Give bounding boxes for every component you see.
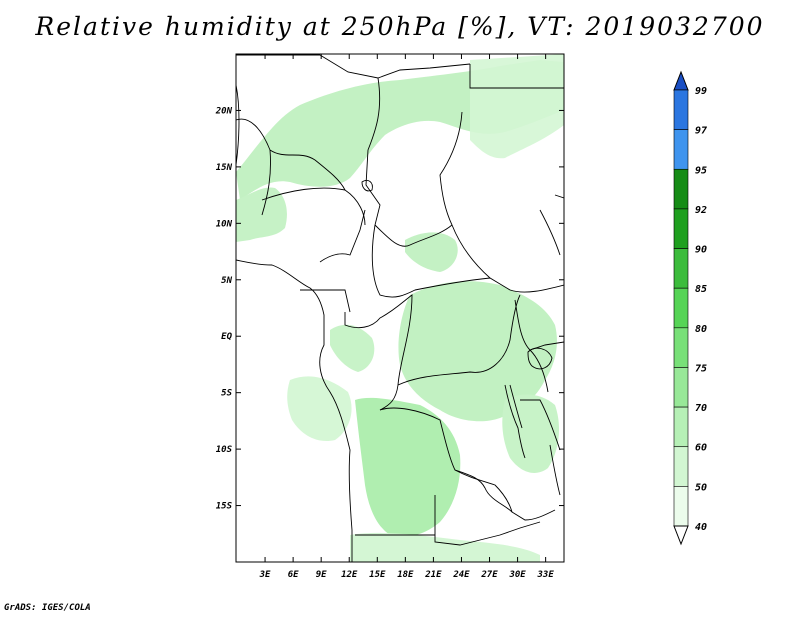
longitude-axis: 3E 6E 9E 12E 15E 18E 21E 24E 27E 30E 33E <box>259 54 555 580</box>
humidity-patch-east <box>502 394 560 473</box>
sudan-chad-border <box>439 111 491 279</box>
lon-tick-label: 3E <box>259 570 271 580</box>
lon-tick-label: 9E <box>316 570 327 580</box>
colorbar-swatch <box>673 327 689 368</box>
colorbar-swatch <box>673 367 689 408</box>
colorbar-under-arrow <box>673 525 689 546</box>
niger-chad-border <box>365 77 381 226</box>
colorbar-swatch <box>673 446 689 487</box>
lon-tick-label: 27E <box>480 570 498 580</box>
colorbar-level-label: 90 <box>695 245 707 256</box>
colorbar-level-label: 75 <box>695 363 707 374</box>
colorbar-swatch <box>673 406 689 448</box>
colorbar-swatch <box>673 89 689 130</box>
lake-malawi <box>549 444 561 496</box>
west-coastline <box>236 55 353 562</box>
humidity-patch-cameroon <box>330 324 375 372</box>
lon-tick-label: 30E <box>508 570 526 580</box>
cameroon-border <box>300 209 366 313</box>
lat-tick-label: 20N <box>215 106 233 116</box>
lon-tick-label: 24E <box>452 570 470 580</box>
lat-tick-label: 10N <box>216 219 233 229</box>
colorbar-level-label: 80 <box>695 324 707 335</box>
lon-tick-label: 33E <box>537 570 555 580</box>
colorbar-over-arrow <box>673 70 689 91</box>
north-west-border <box>236 54 471 79</box>
colorbar-level-label: 99 <box>695 86 707 97</box>
humidity-map: 20N 15N 10N 5N EQ 5S 10S 15S 3E 6E 9E 12E 15E 18E 21E… <box>215 53 707 580</box>
lat-tick-label: EQ <box>221 332 232 342</box>
map-frame <box>235 53 565 563</box>
lat-tick-label: 10S <box>216 445 233 455</box>
lat-tick-label: 5N <box>221 276 232 286</box>
lon-tick-label: 18E <box>397 570 414 580</box>
humidity-patch-west-coast <box>236 187 287 242</box>
lon-tick-label: 12E <box>341 570 358 580</box>
colorbar-level-label: 85 <box>695 284 707 295</box>
libya-egypt-border <box>469 64 564 89</box>
angola-border <box>355 495 541 546</box>
lake-tanganyika <box>504 384 526 459</box>
coastlines-borders <box>236 54 564 562</box>
colorbar-swatch <box>673 129 689 170</box>
lon-tick-label: 15E <box>369 570 386 580</box>
lon-tick-label: 6E <box>288 570 299 580</box>
colorbar-level-label: 50 <box>695 482 707 493</box>
credit-label: GrADS: IGES/COLA <box>4 603 91 613</box>
colorbar-level-label: 92 <box>695 205 707 216</box>
colorbar-swatch <box>673 486 689 527</box>
humidity-shading <box>236 54 564 562</box>
lon-tick-label: 21E <box>424 570 442 580</box>
colorbar-swatch <box>673 287 689 329</box>
chad-lake <box>361 179 373 192</box>
colorbar-level-label: 60 <box>695 443 707 454</box>
colorbar-level-label: 95 <box>695 165 707 176</box>
humidity-band-north-east <box>470 54 564 159</box>
colorbar: 99 97 95 92 90 85 80 75 70 60 50 40 <box>673 70 707 546</box>
humidity-patch-angola <box>355 397 461 537</box>
zambia-border <box>454 469 556 521</box>
congo-border <box>344 294 413 411</box>
colorbar-level-label: 70 <box>695 403 707 414</box>
lat-tick-label: 15S <box>216 502 233 512</box>
lat-tick-label: 15N <box>216 163 233 173</box>
sudan-east-border <box>539 194 564 256</box>
colorbar-swatch <box>673 248 689 289</box>
west-africa-borders <box>236 118 346 216</box>
colorbar-swatch <box>673 168 689 210</box>
map-title: Relative humidity at 250hPa [%], VT: 201… <box>35 12 765 41</box>
lake-victoria <box>527 347 553 370</box>
colorbar-level-label: 40 <box>695 522 707 533</box>
lat-tick-label: 5S <box>221 389 232 399</box>
humidity-patch-south <box>350 532 540 562</box>
humidity-patch-central-north <box>405 232 458 272</box>
colorbar-swatch <box>673 208 689 249</box>
car-border <box>371 224 564 298</box>
colorbar-level-label: 97 <box>695 126 707 137</box>
humidity-patch-atlantic <box>287 376 352 442</box>
latitude-axis: 20N 15N 10N 5N EQ 5S 10S 15S <box>215 106 564 512</box>
